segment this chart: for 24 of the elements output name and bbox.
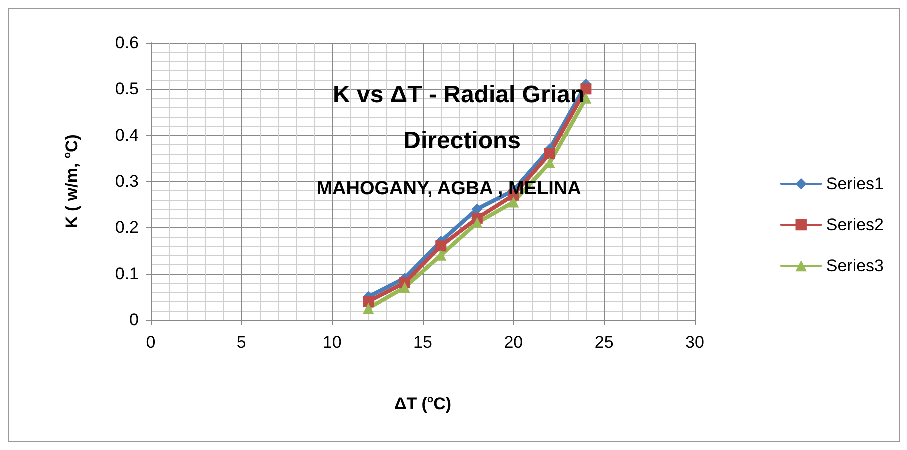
x-tick-label: 0 [146,333,156,352]
y-axis-title: K ( w/m, oC) [62,134,82,228]
point [508,196,520,208]
y-tick-label: 0.3 [115,172,139,191]
point [544,148,556,160]
point [399,282,410,294]
x-tick-label: 30 [686,333,704,352]
point [363,302,374,314]
x-tick-label: 20 [504,333,524,352]
point [436,240,447,252]
x-tick-label: 5 [236,333,246,352]
y-tick-label: 0.1 [115,264,139,284]
x-tick-label: 25 [594,333,614,352]
legend-label: Series1 [826,174,884,194]
point [363,296,374,308]
y-tick-label: 0.4 [115,126,139,145]
y-tick-label: 0 [130,310,139,330]
y-tick-label: 0.6 [115,34,139,52]
legend-label: Series3 [826,256,884,276]
x-tick-label: 15 [414,333,432,352]
legend-label: Series2 [826,216,884,234]
y-tick-label: 0.2 [115,218,139,238]
x-tick-label: 10 [322,333,342,352]
y-tick-label: 0.5 [115,80,139,99]
